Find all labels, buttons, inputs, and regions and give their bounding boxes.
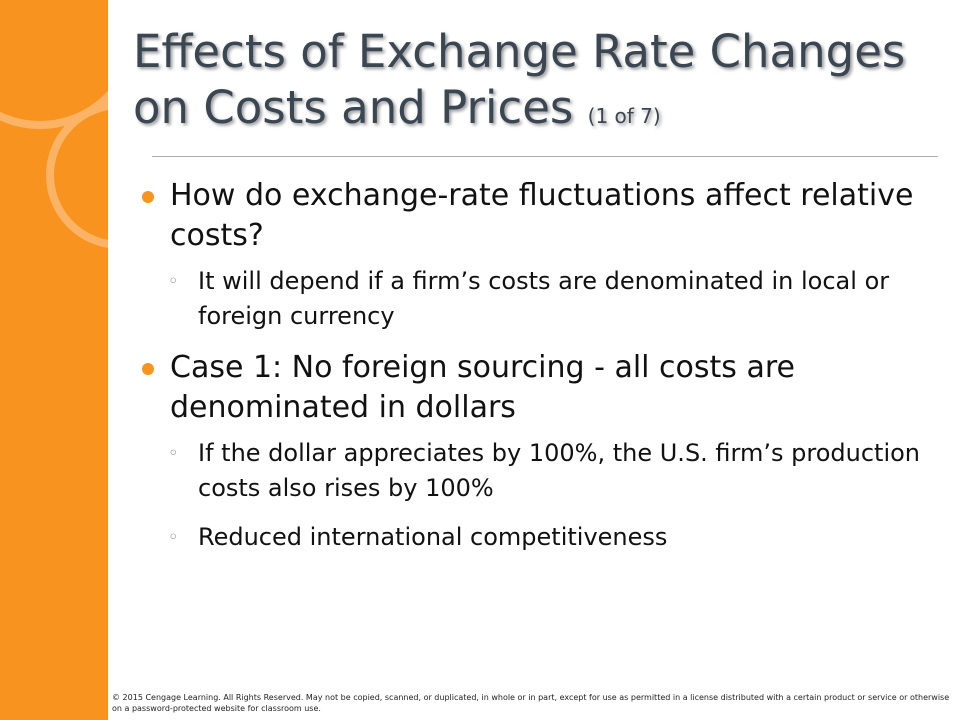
bullet: Case 1: No foreign sourcing - all costs …: [140, 348, 920, 428]
sub-bullet: If the dollar appreciates by 100%, the U…: [140, 436, 920, 506]
bullet: How do exchange-rate fluctuations affect…: [140, 176, 920, 256]
content: How do exchange-rate fluctuations affect…: [140, 172, 920, 569]
footer: © 2015 Cengage Learning. All Rights Rese…: [112, 693, 950, 713]
sub-bullet: Reduced international competitiveness: [140, 520, 920, 555]
decoration: [0, 90, 108, 249]
divider: [152, 156, 938, 157]
title-part: (1 of 7): [587, 104, 661, 128]
title: Effects of Exchange Rate Changes on Cost…: [133, 24, 933, 144]
title-main: Effects of Exchange Rate Changes on Cost…: [133, 25, 906, 134]
side-bar: [0, 0, 108, 720]
sub-bullet: It will depend if a firm’s costs are den…: [140, 264, 920, 334]
